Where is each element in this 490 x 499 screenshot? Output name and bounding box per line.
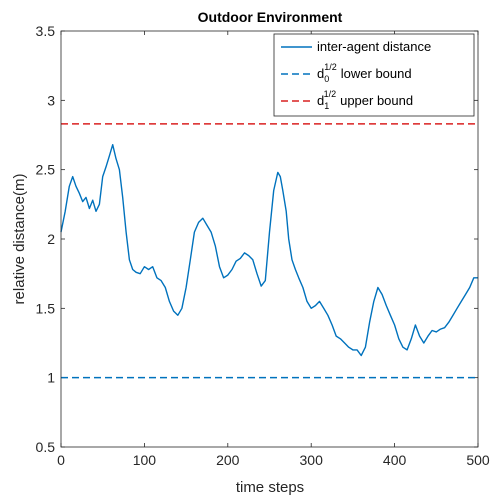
y-tick-label: 0.5 [36, 439, 56, 455]
chart-title: Outdoor Environment [198, 9, 343, 25]
y-tick-label: 2.5 [36, 162, 56, 178]
y-tick-label: 3.5 [36, 23, 56, 39]
x-axis-label: time steps [236, 479, 304, 496]
legend-upper-text: upper bound [340, 93, 413, 108]
legend-upper-sub: 1 [324, 101, 329, 111]
axes-box [60, 30, 479, 448]
x-tick-label: 500 [466, 452, 490, 468]
x-tick-label: 0 [57, 452, 65, 468]
legend-label-lower: d0 1/2 lower bound [317, 62, 412, 84]
x-tick-label: 200 [216, 452, 240, 468]
y-tick-label: 1.5 [36, 300, 56, 316]
legend-lower-base: d [317, 66, 324, 81]
legend-label-upper: d1 1/2 upper bound [317, 89, 413, 111]
legend-upper-base: d [317, 93, 324, 108]
y-tick-label: 3 [47, 92, 55, 108]
x-tick-label: 300 [300, 452, 324, 468]
tick-labels: 0 100 200 300 400 500 0.5 1 1.5 2 2.5 3 3.5 [36, 23, 490, 468]
y-axis-label: relative distance(m) [11, 174, 28, 305]
x-tick-label: 400 [383, 452, 407, 468]
legend-lower-sub: 0 [324, 74, 329, 84]
distance-series-line [60, 143, 478, 357]
plot-area [60, 123, 478, 379]
legend-upper-sup: 1/2 [324, 89, 337, 99]
legend-label-distance: inter-agent distance [317, 39, 431, 54]
y-tick-label: 2 [47, 231, 55, 247]
x-tick-label: 100 [133, 452, 157, 468]
legend-lower-sup: 1/2 [324, 62, 337, 72]
legend: inter-agent distance d01/2 lower bound d1… [273, 33, 475, 117]
y-tick-label: 1 [47, 370, 55, 386]
legend-lower-text: lower bound [341, 66, 412, 81]
